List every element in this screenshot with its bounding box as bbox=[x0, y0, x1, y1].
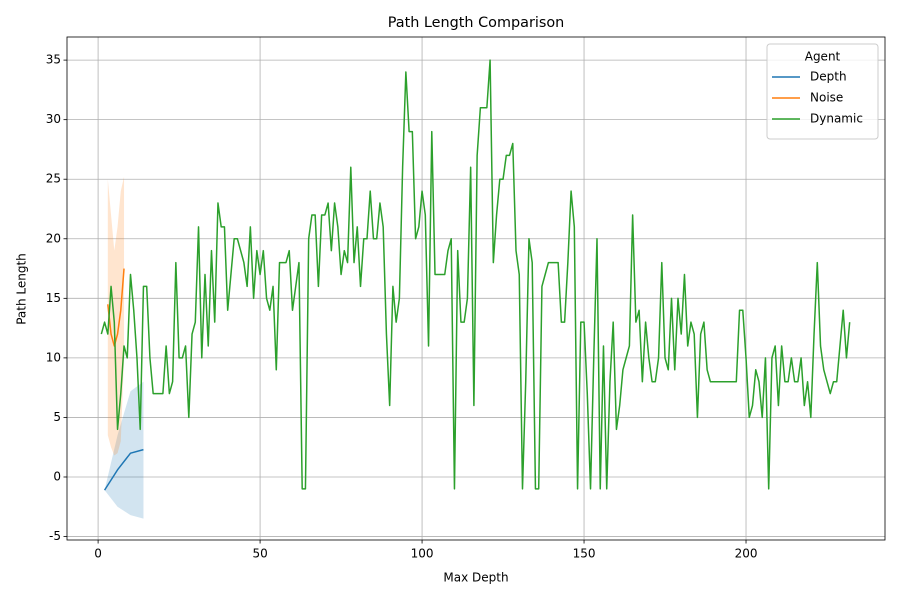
plot-frame bbox=[66, 36, 886, 541]
legend-label: Noise bbox=[810, 91, 843, 105]
y-tick-label: 10 bbox=[46, 350, 61, 364]
y-tick-label: 30 bbox=[46, 112, 61, 126]
legend-title: Agent bbox=[805, 50, 841, 64]
legend: Agent Depth Noise Dynamic bbox=[766, 43, 879, 140]
y-tick-label: 25 bbox=[46, 172, 61, 186]
y-tick-label: 0 bbox=[53, 469, 61, 483]
y-tick-label: 35 bbox=[46, 53, 61, 67]
legend-label: Depth bbox=[810, 70, 847, 84]
chart-title: Path Length Comparison bbox=[388, 15, 565, 31]
y-tick-label: 5 bbox=[53, 410, 61, 424]
confidence-band bbox=[107, 176, 125, 456]
x-tick-label: 200 bbox=[735, 547, 758, 561]
y-tick-label: -5 bbox=[49, 529, 61, 543]
x-axis-label: Max Depth bbox=[443, 571, 508, 585]
series-line bbox=[100, 59, 851, 490]
series-line bbox=[103, 448, 144, 491]
y-tick-label: 15 bbox=[46, 291, 61, 305]
x-tick-label: 100 bbox=[411, 547, 434, 561]
legend-label: Dynamic bbox=[810, 112, 863, 126]
confidence-band bbox=[104, 381, 144, 519]
x-tick-label: 0 bbox=[94, 547, 102, 561]
legend-box bbox=[766, 43, 879, 140]
y-axis-label: Path Length bbox=[15, 253, 29, 325]
x-tick-label: 150 bbox=[573, 547, 596, 561]
series-line bbox=[107, 268, 125, 347]
x-tick-label: 50 bbox=[252, 547, 267, 561]
plot-area: -5 0 5 10 15 20 25 30 35 0 50 100 150 200 bbox=[46, 36, 886, 561]
y-tick-label: 20 bbox=[46, 231, 61, 245]
